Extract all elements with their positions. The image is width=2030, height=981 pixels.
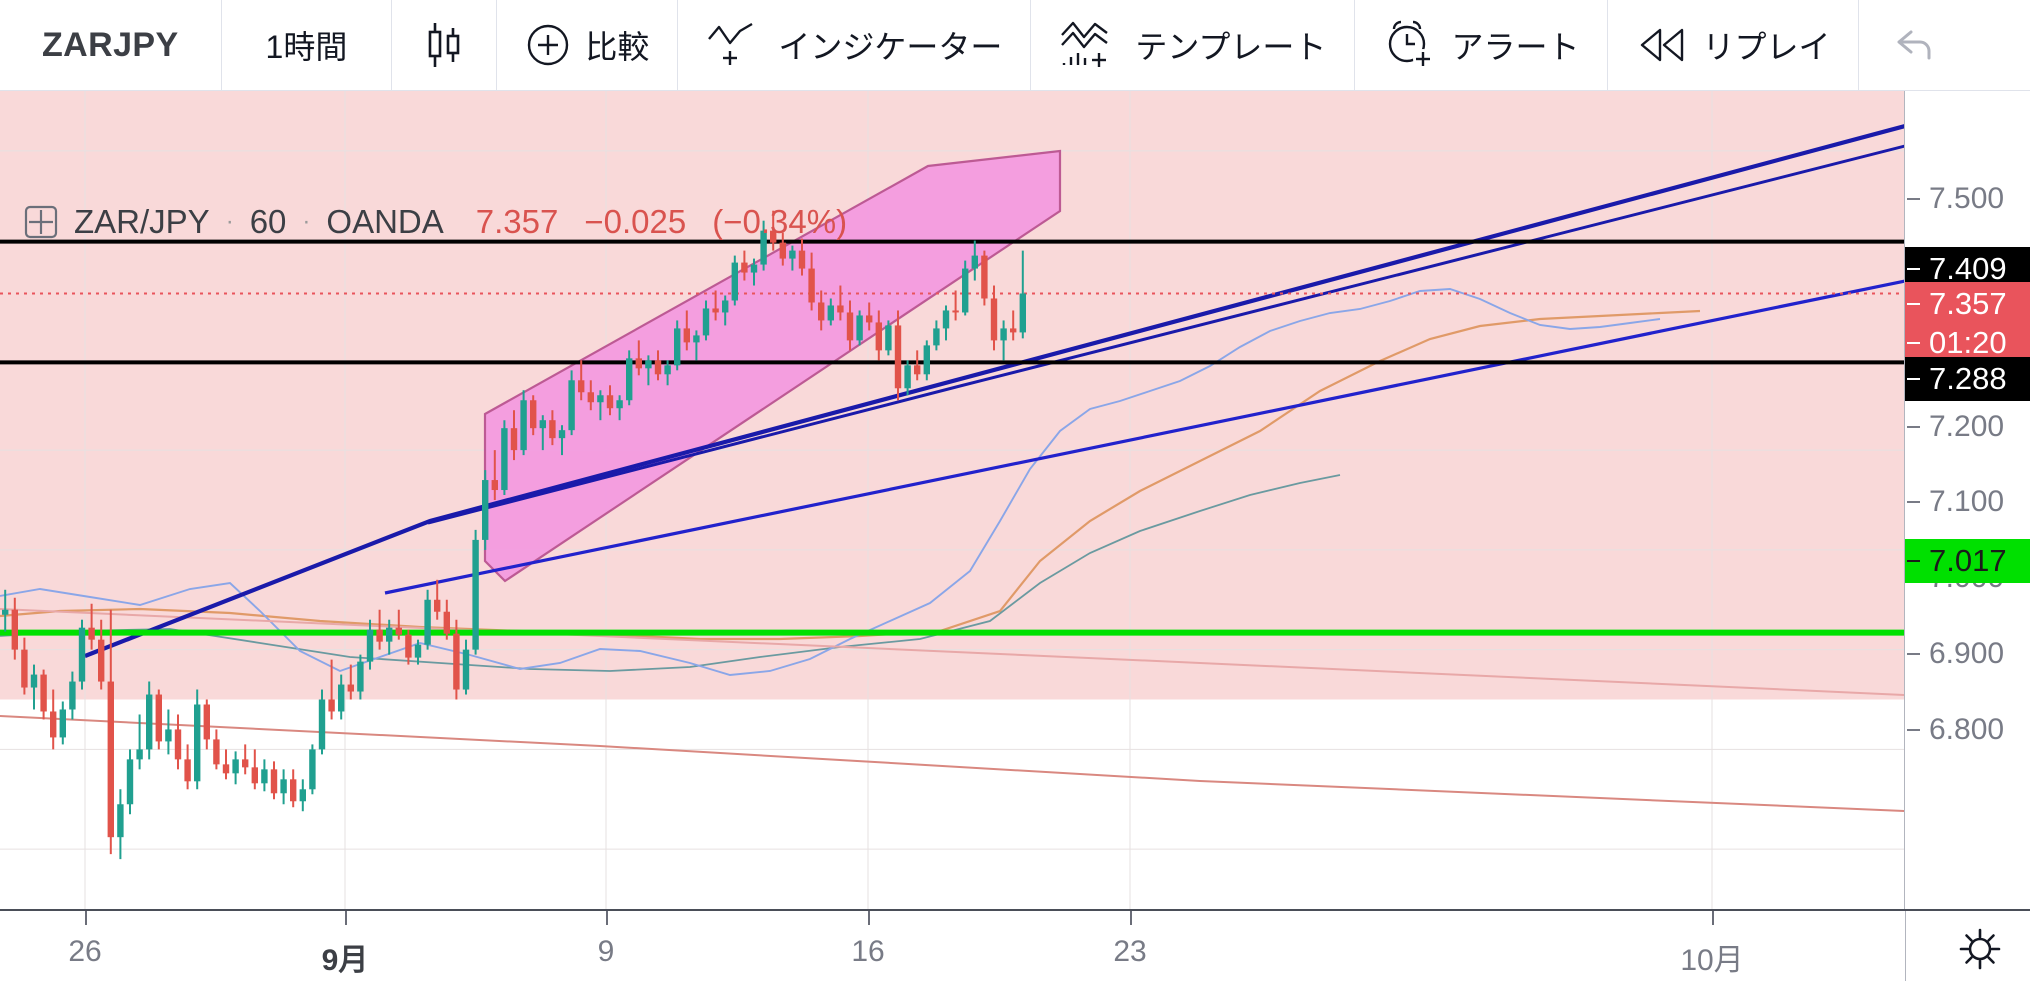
candlestick-icon (422, 20, 466, 70)
legend-interval[interactable]: 60 (249, 203, 287, 240)
time-label-5: 10月 (1680, 944, 1744, 977)
replay-button[interactable]: リプレイ (1608, 0, 1860, 90)
price-tick-1: 7.200 (1905, 407, 2030, 447)
chart-legend: ZAR/JPY · 60 · OANDA 7.357 −0.025 (−0.34… (24, 203, 847, 241)
time-label-4: 23 (1113, 935, 1147, 968)
legend-separator-1: · (225, 208, 234, 235)
price-tick-4: 6.900 (1905, 634, 2030, 674)
time-label-0: 26 (68, 935, 102, 968)
legend-exchange: OANDA (326, 203, 444, 240)
time-tick-1 (345, 911, 347, 925)
templates-label: テンプレート (1135, 29, 1327, 65)
time-label-3: 16 (851, 935, 885, 968)
interval-label: 1時間 (265, 29, 348, 65)
chart-toolbar: ZARJPY 1時間 (0, 0, 2030, 91)
alarm-clock-add-icon (1383, 19, 1437, 71)
price-badge-support[interactable]: 7.288 (1905, 357, 2030, 401)
chart-container: ZAR/JPY · 60 · OANDA 7.357 −0.025 (−0.34… (0, 91, 2030, 981)
templates-button[interactable]: テンプレート (1031, 0, 1356, 90)
price-axis[interactable]: 7.5007.2007.1007.0006.9006.8007.4097.357… (1905, 91, 2030, 909)
time-axis[interactable]: 26 9月 9 16 23 10月 (0, 909, 2030, 981)
indicators-button[interactable]: インジケーター (678, 0, 1032, 90)
time-tick-3 (868, 911, 870, 925)
price-badge-level-green[interactable]: 7.017 (1905, 539, 2030, 583)
legend-last-price: 7.357 (475, 203, 559, 240)
undo-button[interactable] (1859, 0, 1967, 90)
template-add-icon (1059, 19, 1121, 71)
time-axis-separator (1905, 911, 1906, 981)
time-tick-5 (1712, 911, 1714, 925)
candlestick-plot[interactable] (0, 91, 1905, 909)
plus-circle-icon (525, 22, 571, 68)
gear-icon (1958, 927, 2002, 971)
chart-settings-button[interactable] (1958, 927, 2002, 976)
symbol-label: ZARJPY (42, 25, 179, 64)
price-tick-5: 6.800 (1905, 710, 2030, 750)
alerts-button[interactable]: アラート (1355, 0, 1609, 90)
undo-arrow-icon (1889, 24, 1937, 66)
indicators-label: インジケーター (778, 29, 1003, 65)
alerts-label: アラート (1451, 29, 1580, 65)
time-tick-2 (606, 911, 608, 925)
chart-type-button[interactable] (392, 0, 498, 90)
expand-box-icon[interactable] (24, 205, 58, 239)
price-tick-2: 7.100 (1905, 482, 2030, 522)
time-label-1: 9月 (321, 944, 369, 977)
symbol-button[interactable]: ZARJPY (0, 0, 222, 90)
interval-button[interactable]: 1時間 (222, 0, 393, 90)
price-tick-0: 7.500 (1905, 179, 2030, 219)
legend-change: −0.025 (584, 203, 687, 240)
replay-label: リプレイ (1702, 29, 1831, 65)
time-tick-0 (85, 911, 87, 925)
compare-button[interactable]: 比較 (497, 0, 679, 90)
price-badge-last[interactable]: 7.357 (1905, 282, 2030, 326)
compare-label: 比較 (585, 29, 650, 65)
time-tick-4 (1130, 911, 1132, 925)
time-label-2: 9 (597, 935, 615, 968)
indicator-add-icon (706, 21, 764, 69)
rewind-icon (1636, 25, 1688, 65)
legend-symbol[interactable]: ZAR/JPY (74, 203, 210, 240)
legend-change-percent: (−0.34%) (712, 203, 848, 240)
price-pane[interactable] (0, 91, 1905, 909)
legend-separator-2: · (302, 208, 311, 235)
